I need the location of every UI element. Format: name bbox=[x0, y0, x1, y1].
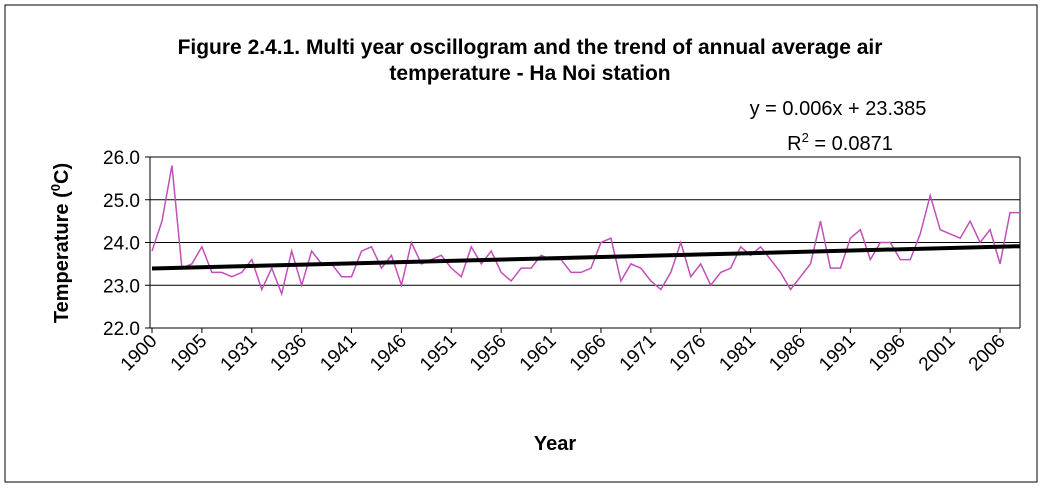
trend-line bbox=[151, 244, 1021, 271]
y-axis-label: Temperature (0C) bbox=[48, 163, 73, 323]
chart-title: temperature - Ha Noi station bbox=[389, 62, 670, 85]
trend-equation: y = 0.006x + 23.385 bbox=[750, 98, 927, 120]
chart-title: Figure 2.4.1. Multi year oscillogram and… bbox=[178, 36, 883, 59]
y-tick-label: 26.0 bbox=[103, 148, 140, 169]
r2-value: = 0.0871 bbox=[809, 133, 893, 155]
y-tick-label: 23.0 bbox=[103, 276, 140, 297]
y-tick-label: 24.0 bbox=[103, 234, 140, 255]
r-squared: R2 = 0.0871 bbox=[787, 130, 893, 155]
y-tick-label: 22.0 bbox=[103, 319, 140, 340]
x-axis-label: Year bbox=[534, 433, 576, 455]
y-label-sup: 0 bbox=[48, 184, 63, 191]
r2-sup: 2 bbox=[802, 130, 809, 145]
y-label-b: C) bbox=[51, 163, 73, 184]
r2-r: R bbox=[787, 133, 801, 155]
y-tick-label: 25.0 bbox=[103, 191, 140, 212]
y-label-a: Temperature ( bbox=[51, 191, 73, 323]
